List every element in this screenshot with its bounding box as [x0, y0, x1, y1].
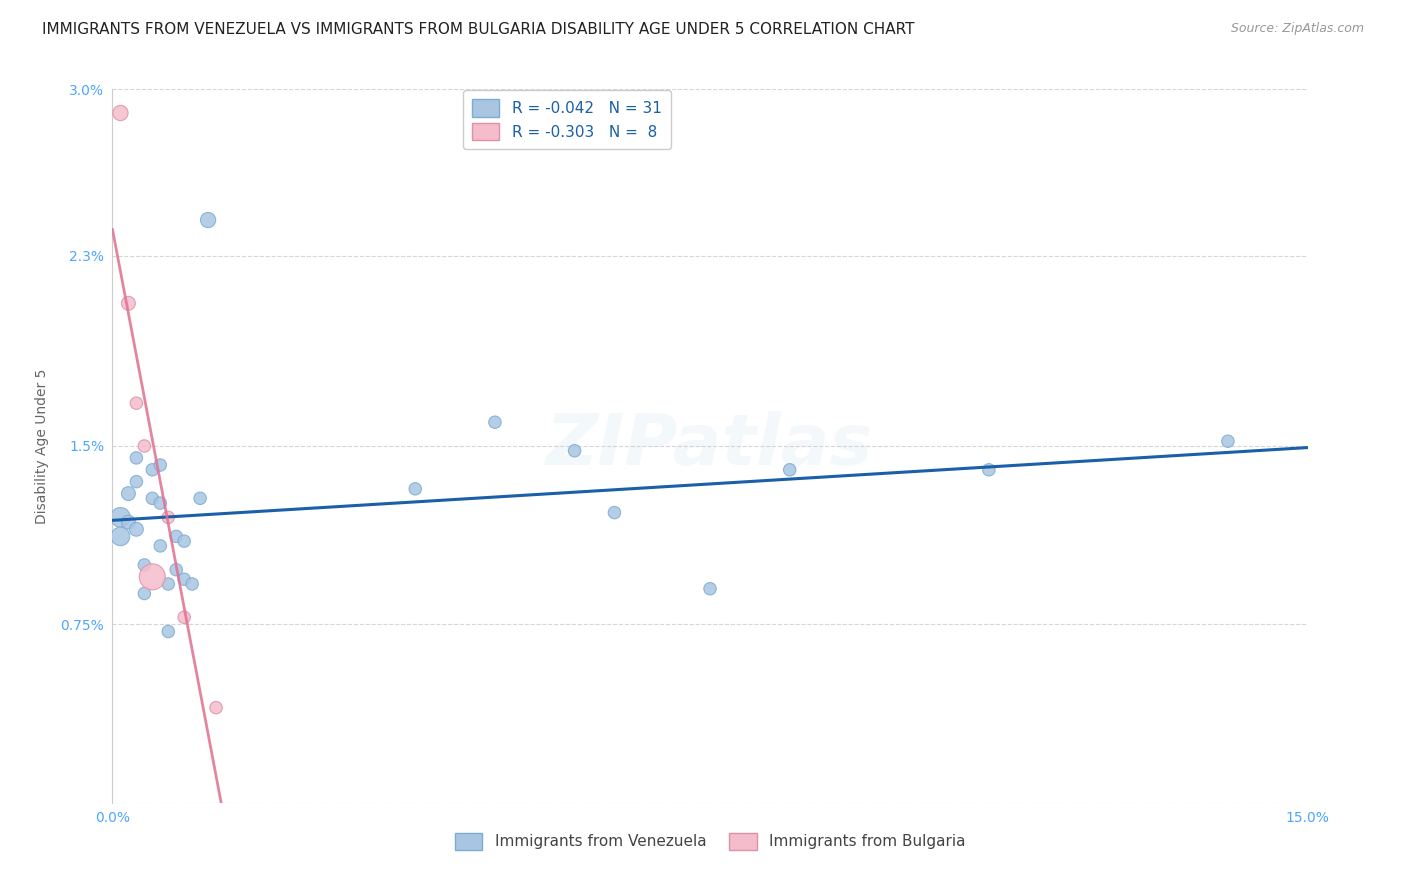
Point: [134, 558, 156, 572]
Point: [157, 510, 180, 524]
Point: [149, 458, 172, 472]
Text: Source: ZipAtlas.com: Source: ZipAtlas.com: [1230, 22, 1364, 36]
Point: [117, 486, 139, 500]
Point: [603, 506, 626, 520]
Point: [165, 563, 187, 577]
Legend: Immigrants from Venezuela, Immigrants from Bulgaria: Immigrants from Venezuela, Immigrants fr…: [446, 823, 974, 859]
Point: [173, 610, 195, 624]
Point: [181, 577, 204, 591]
Point: [125, 396, 148, 410]
Point: [157, 577, 180, 591]
Point: [125, 522, 148, 536]
Point: [173, 572, 195, 586]
Point: [117, 296, 139, 310]
Point: [149, 539, 172, 553]
Point: [779, 463, 801, 477]
Point: [205, 700, 228, 714]
Text: ZIPatlas: ZIPatlas: [547, 411, 873, 481]
Point: [141, 491, 163, 506]
Point: [977, 463, 1000, 477]
Text: IMMIGRANTS FROM VENEZUELA VS IMMIGRANTS FROM BULGARIA DISABILITY AGE UNDER 5 COR: IMMIGRANTS FROM VENEZUELA VS IMMIGRANTS …: [42, 22, 915, 37]
Point: [125, 450, 148, 465]
Point: [484, 415, 506, 429]
Y-axis label: Disability Age Under 5: Disability Age Under 5: [35, 368, 49, 524]
Point: [149, 496, 172, 510]
Point: [141, 570, 163, 584]
Point: [110, 510, 132, 524]
Point: [117, 515, 139, 529]
Point: [134, 439, 156, 453]
Point: [110, 529, 132, 543]
Point: [141, 463, 163, 477]
Point: [188, 491, 211, 506]
Point: [173, 534, 195, 549]
Point: [165, 529, 187, 543]
Point: [197, 213, 219, 227]
Point: [564, 443, 586, 458]
Point: [110, 106, 132, 120]
Point: [699, 582, 721, 596]
Point: [134, 586, 156, 600]
Point: [157, 624, 180, 639]
Point: [404, 482, 426, 496]
Point: [125, 475, 148, 489]
Point: [1216, 434, 1239, 449]
